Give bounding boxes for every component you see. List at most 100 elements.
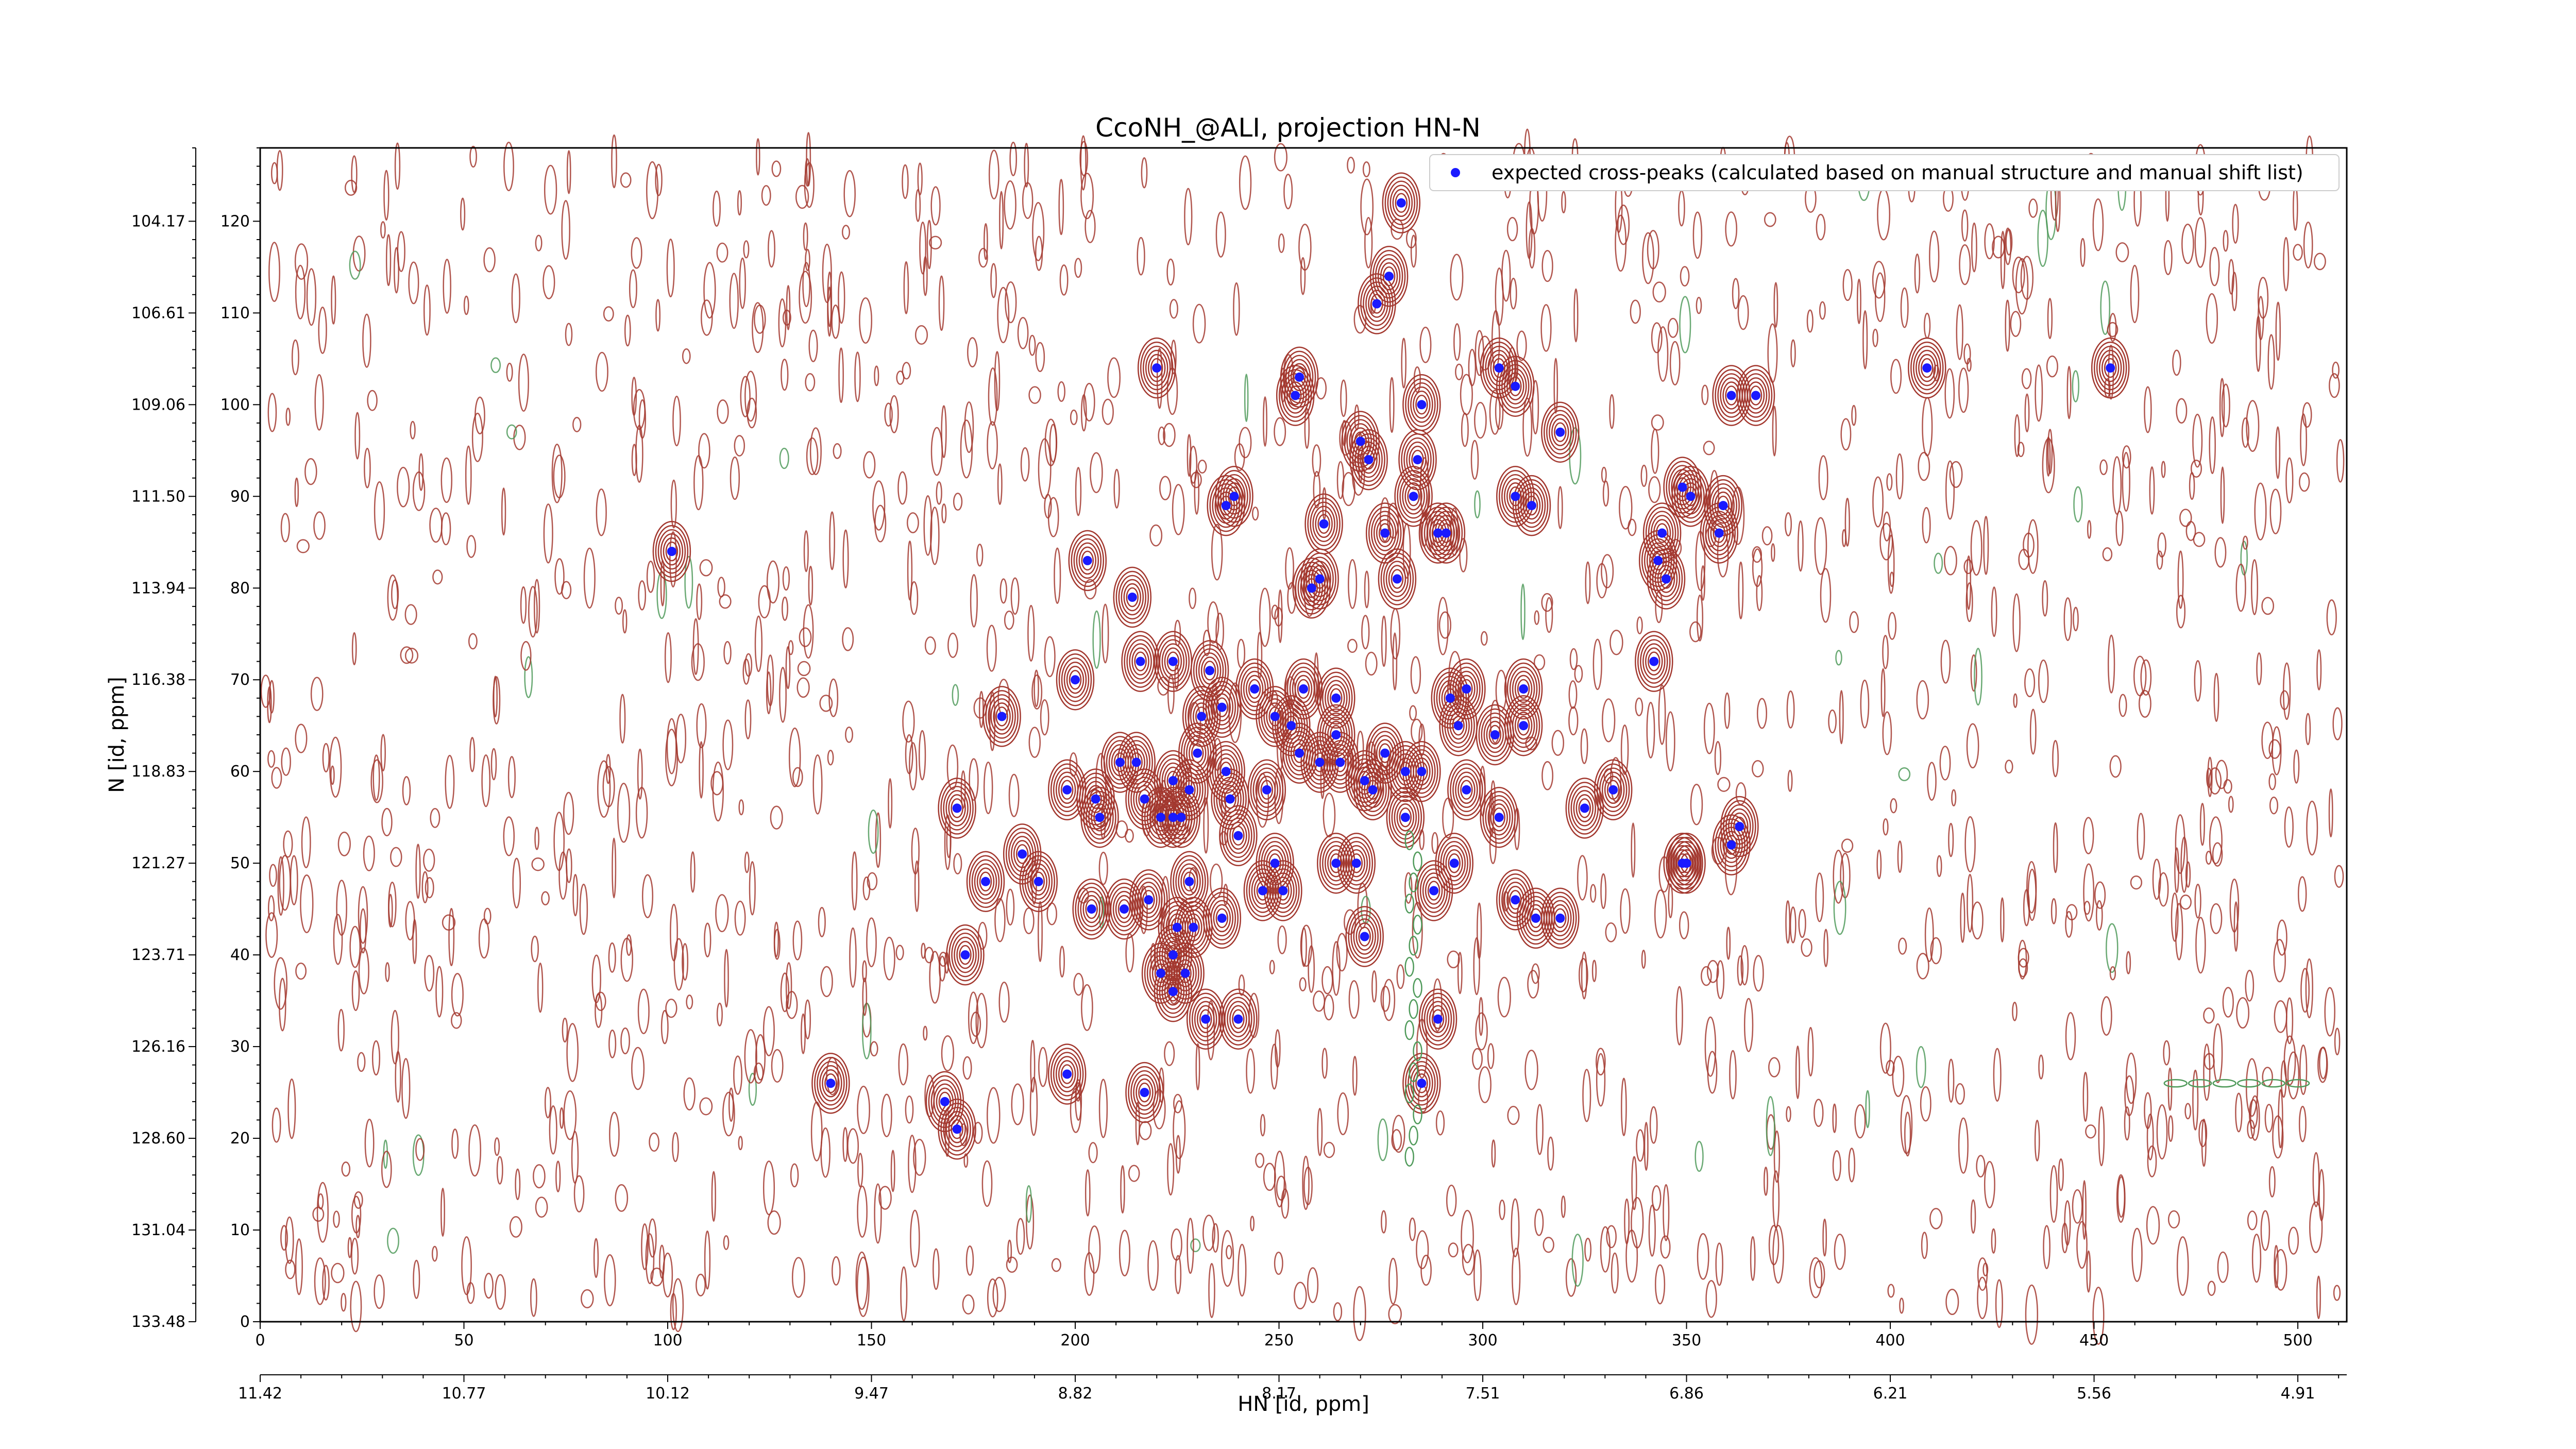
peak-contour — [1435, 832, 1473, 894]
noise-contour — [1187, 1218, 1194, 1274]
noise-contour — [682, 943, 689, 981]
noise-contour — [1945, 460, 1955, 520]
noise-contour — [1081, 984, 1093, 1031]
peak-marker — [1156, 968, 1166, 978]
noise-contour — [1522, 397, 1533, 457]
peak-marker — [1233, 1014, 1243, 1024]
noise-contour — [872, 480, 886, 531]
noise-contour — [2066, 366, 2072, 419]
noise-contour — [1017, 317, 1029, 349]
noise-contour — [2332, 707, 2343, 740]
peak-marker — [1682, 858, 1691, 868]
noise-contour — [692, 618, 699, 675]
noise-contour — [1956, 304, 1963, 360]
noise-contour — [2273, 939, 2286, 983]
noise-contour — [518, 353, 529, 412]
noise-contour — [2268, 1166, 2276, 1198]
noise-contour — [1929, 1208, 1943, 1229]
negative-contour — [1404, 894, 1414, 914]
noise-contour — [1032, 201, 1045, 261]
peak-contour — [1604, 776, 1622, 804]
noise-contour — [367, 390, 378, 411]
noise-contour — [1035, 235, 1043, 271]
x-index-tick-label: 0 — [255, 1332, 265, 1350]
noise-contour — [930, 186, 941, 226]
x-index-tick-label: 100 — [653, 1332, 682, 1350]
noise-contour — [645, 1233, 655, 1285]
noise-contour — [1773, 1130, 1781, 1183]
noise-contour — [684, 555, 693, 609]
noise-contour — [696, 583, 703, 620]
peak-contour — [1406, 441, 1429, 478]
peak-marker — [1555, 427, 1565, 437]
peak-contour — [1342, 840, 1371, 886]
noise-contour — [2261, 597, 2275, 615]
peak-marker — [1364, 455, 1374, 465]
noise-contour — [998, 982, 1010, 1023]
noise-contour — [914, 860, 920, 913]
peak-contour — [1203, 661, 1216, 681]
peak-marker — [1331, 730, 1341, 739]
noise-contour — [831, 305, 840, 339]
noise-contour — [1936, 855, 1942, 878]
noise-contour — [1101, 603, 1109, 664]
noise-contour — [1250, 1216, 1255, 1232]
noise-contour — [672, 1278, 684, 1333]
noise-contour — [915, 189, 921, 222]
noise-contour — [2004, 227, 2012, 265]
x-index-tick-label: 350 — [1672, 1332, 1701, 1350]
noise-contour — [1259, 587, 1271, 647]
peak-marker — [1140, 1088, 1149, 1098]
noise-contour — [843, 170, 856, 217]
noise-contour — [425, 877, 434, 899]
noise-contour — [1489, 700, 1501, 744]
noise-contour — [2250, 1095, 2260, 1141]
peak-contour — [1319, 671, 1353, 725]
noise-contour — [2245, 969, 2255, 1002]
peak-contour — [1266, 849, 1284, 878]
noise-contour — [295, 723, 308, 753]
noise-contour — [1057, 381, 1065, 402]
noise-contour — [1655, 1264, 1666, 1305]
noise-contour — [1984, 223, 1995, 260]
peak-contour — [1704, 475, 1742, 536]
y-index-tick-label: 90 — [230, 487, 250, 506]
noise-contour — [2260, 1210, 2270, 1251]
x-index-tick-label: 300 — [1468, 1332, 1497, 1350]
noise-contour — [440, 512, 451, 546]
noise-contour — [1006, 888, 1015, 926]
noise-contour — [1966, 555, 1972, 610]
noise-contour — [1625, 1229, 1638, 1283]
noise-contour — [2098, 1106, 2105, 1167]
peak-contour — [1164, 978, 1182, 1006]
peak-contour — [1161, 643, 1185, 680]
peak-contour — [1277, 703, 1306, 748]
noise-contour — [1322, 487, 1327, 520]
noise-contour — [2207, 1280, 2216, 1296]
noise-contour — [317, 1193, 324, 1210]
noise-contour — [272, 1107, 281, 1143]
noise-contour — [1609, 629, 1623, 655]
negative-contour — [2212, 1079, 2236, 1088]
noise-contour — [559, 1107, 564, 1129]
noise-contour — [374, 481, 385, 541]
peak-contour — [1315, 510, 1333, 538]
noise-contour — [2047, 298, 2053, 340]
peak-contour — [1087, 785, 1105, 813]
noise-contour — [2082, 1180, 2087, 1240]
noise-contour — [739, 257, 746, 309]
peak-marker — [952, 803, 962, 813]
peak-contour — [971, 859, 1000, 904]
x-ppm-tick-label: 5.56 — [2077, 1385, 2111, 1403]
peak-contour — [1482, 341, 1516, 395]
noise-contour — [874, 1183, 882, 1244]
noise-contour — [2094, 881, 2106, 909]
noise-contour — [704, 922, 711, 957]
peak-contour — [1419, 868, 1448, 913]
noise-contour — [1916, 680, 1929, 720]
noise-contour — [2024, 668, 2036, 698]
peak-contour — [1370, 511, 1399, 555]
peak-contour — [1180, 867, 1198, 896]
peak-contour — [1220, 474, 1248, 519]
peak-contour — [1546, 410, 1574, 454]
